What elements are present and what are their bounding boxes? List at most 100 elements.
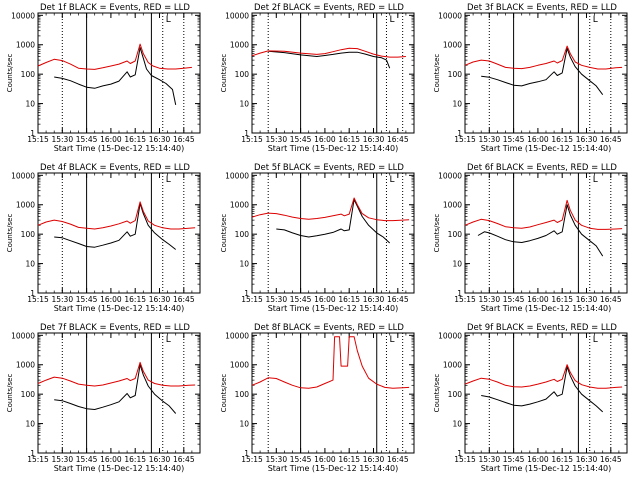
series-line-events bbox=[54, 47, 177, 106]
x-tick-label: 16:15 bbox=[124, 455, 146, 464]
chart-panel-6: Det 6f BLACK = Events, RED = LLD 1 10 100 10… bbox=[433, 163, 628, 313]
x-axis-label: Start Time (15-Dec-12 15:14:40) bbox=[481, 144, 612, 153]
x-tick-label: 15:15 bbox=[454, 135, 476, 144]
x-tick-label: 15:30 bbox=[478, 455, 500, 464]
series-line-events bbox=[481, 47, 604, 95]
x-tick-label: 16:00 bbox=[527, 135, 549, 144]
x-tick-label: 15:30 bbox=[51, 455, 73, 464]
x-axis-label: Start Time (15-Dec-12 15:14:40) bbox=[268, 464, 399, 473]
marker-label: L bbox=[166, 335, 171, 345]
chart-panel-8: Det 8f BLACK = Events, RED = LLD 1 10 100 10… bbox=[220, 323, 415, 473]
x-tick-label: 16:45 bbox=[173, 135, 195, 144]
y-axis-label: Counts/sec bbox=[6, 54, 14, 93]
chart-panel-3: Det 3f BLACK = Events, RED = LLD 1 10 100 10… bbox=[433, 3, 628, 153]
y-tick-label: 10000 bbox=[438, 171, 462, 180]
x-tick-label: 15:45 bbox=[503, 455, 525, 464]
marker-label: L bbox=[389, 175, 394, 185]
x-axis-label: Start Time (15-Dec-12 15:14:40) bbox=[54, 304, 185, 313]
plot-frame bbox=[251, 12, 415, 134]
chart-title: Det 4f BLACK = Events, RED = LLD bbox=[40, 163, 190, 173]
x-tick-label: 15:15 bbox=[241, 295, 263, 304]
x-tick-label: 15:30 bbox=[51, 295, 73, 304]
x-tick-label: 16:00 bbox=[314, 295, 336, 304]
x-tick-label: 16:00 bbox=[314, 455, 336, 464]
series-line-lld bbox=[464, 364, 623, 389]
marker-label: L bbox=[389, 335, 394, 345]
y-tick-label: 1 bbox=[457, 289, 462, 298]
y-tick-label: 100 bbox=[235, 70, 250, 79]
y-tick-label: 1 bbox=[244, 289, 249, 298]
y-tick-label: 10 bbox=[452, 260, 462, 269]
x-tick-label: 15:15 bbox=[241, 135, 263, 144]
marker-label: L bbox=[593, 175, 598, 185]
x-tick-label: 16:45 bbox=[600, 455, 622, 464]
chart-panel-9: Det 9f BLACK = Events, RED = LLD 1 10 100 10… bbox=[433, 323, 628, 473]
series-line-events bbox=[477, 204, 604, 257]
x-tick-label: 16:45 bbox=[387, 455, 409, 464]
x-tick-label: 16:45 bbox=[600, 295, 622, 304]
x-tick-label: 16:15 bbox=[338, 455, 360, 464]
plot-frame bbox=[251, 172, 415, 294]
x-tick-label: 16:15 bbox=[551, 135, 573, 144]
x-tick-label: 15:45 bbox=[503, 135, 525, 144]
y-tick-label: 1000 bbox=[16, 41, 35, 50]
x-axis-label: Start Time (15-Dec-12 15:14:40) bbox=[54, 464, 185, 473]
marker-label: L bbox=[593, 335, 598, 345]
x-axis-label: Start Time (15-Dec-12 15:14:40) bbox=[268, 144, 399, 153]
x-axis-label: Start Time (15-Dec-12 15:14:40) bbox=[268, 304, 399, 313]
chart-panel-7: Det 7f BLACK = Events, RED = LLD 1 10 100 10… bbox=[6, 323, 201, 473]
plot-frame bbox=[251, 332, 415, 454]
y-tick-label: 10 bbox=[25, 420, 35, 429]
series-line-events bbox=[54, 364, 177, 414]
marker-label: L bbox=[593, 15, 598, 25]
chart-panel-4: Det 4f BLACK = Events, RED = LLD 1 10 100 10… bbox=[6, 163, 201, 313]
chart-panel-2: Det 2f BLACK = Events, RED = LLD 1 10 100 10… bbox=[220, 3, 415, 153]
y-tick-label: 100 bbox=[21, 390, 36, 399]
series-line-events bbox=[268, 50, 391, 69]
x-tick-label: 16:45 bbox=[173, 455, 195, 464]
x-tick-label: 15:15 bbox=[27, 455, 49, 464]
y-tick-label: 1 bbox=[457, 129, 462, 138]
x-tick-label: 15:15 bbox=[27, 135, 49, 144]
y-axis-label: Counts/sec bbox=[220, 54, 228, 93]
series-line-lld bbox=[464, 45, 623, 70]
x-tick-label: 15:30 bbox=[265, 295, 287, 304]
y-tick-label: 10 bbox=[452, 420, 462, 429]
y-tick-label: 1000 bbox=[443, 41, 462, 50]
chart-panel-5: Det 5f BLACK = Events, RED = LLD 1 10 100 10… bbox=[220, 163, 415, 313]
y-tick-label: 10000 bbox=[11, 331, 35, 340]
x-axis-label: Start Time (15-Dec-12 15:14:40) bbox=[481, 464, 612, 473]
chart-title: Det 5f BLACK = Events, RED = LLD bbox=[254, 163, 404, 173]
series-line-lld bbox=[37, 361, 196, 387]
y-tick-label: 1000 bbox=[16, 201, 35, 210]
x-tick-label: 16:00 bbox=[100, 295, 122, 304]
series-line-events bbox=[481, 366, 604, 413]
marker-label: L bbox=[166, 15, 171, 25]
marker-label: L bbox=[166, 175, 171, 185]
y-tick-label: 10 bbox=[239, 100, 249, 109]
y-tick-label: 100 bbox=[235, 390, 250, 399]
x-tick-label: 16:30 bbox=[363, 455, 385, 464]
x-tick-label: 16:30 bbox=[149, 135, 171, 144]
x-tick-label: 16:15 bbox=[551, 295, 573, 304]
y-tick-label: 1 bbox=[30, 449, 35, 458]
x-tick-label: 15:45 bbox=[290, 455, 312, 464]
x-tick-label: 15:30 bbox=[265, 135, 287, 144]
y-tick-label: 1 bbox=[30, 289, 35, 298]
y-tick-label: 10000 bbox=[11, 171, 35, 180]
y-tick-label: 1000 bbox=[443, 361, 462, 370]
x-tick-label: 15:30 bbox=[51, 135, 73, 144]
y-axis-label: Counts/sec bbox=[433, 214, 441, 253]
x-tick-label: 15:30 bbox=[265, 455, 287, 464]
x-tick-label: 16:00 bbox=[100, 455, 122, 464]
y-tick-label: 100 bbox=[448, 70, 463, 79]
y-tick-label: 10000 bbox=[225, 171, 249, 180]
x-tick-label: 16:30 bbox=[363, 295, 385, 304]
x-tick-label: 16:45 bbox=[387, 295, 409, 304]
x-tick-label: 15:30 bbox=[478, 135, 500, 144]
x-tick-label: 16:00 bbox=[527, 455, 549, 464]
x-tick-label: 16:45 bbox=[173, 295, 195, 304]
x-tick-label: 15:15 bbox=[454, 455, 476, 464]
y-tick-label: 1 bbox=[244, 129, 249, 138]
